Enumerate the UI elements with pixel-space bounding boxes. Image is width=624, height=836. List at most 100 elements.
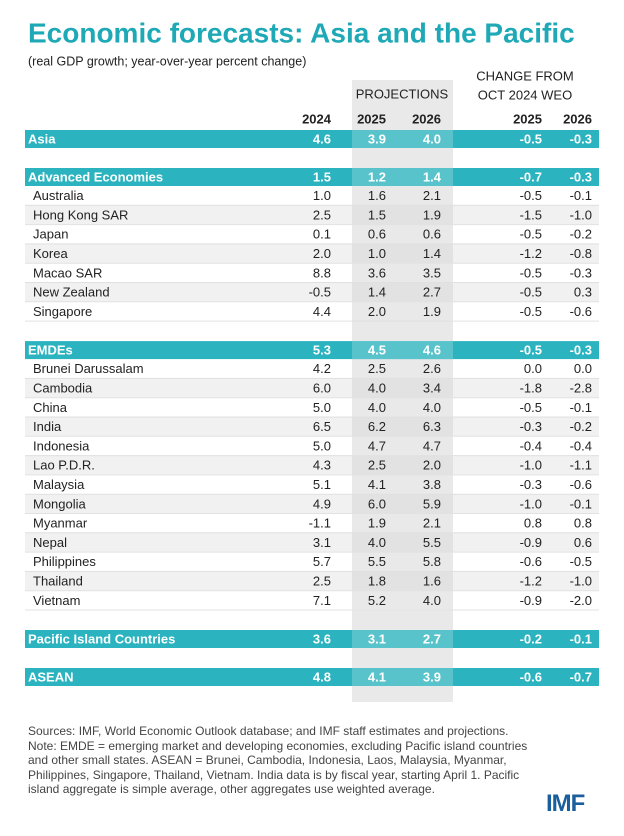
- row-value: 0.0: [524, 361, 542, 376]
- row-value: 0.8: [574, 516, 592, 531]
- row-value: 1.9: [368, 516, 386, 531]
- row-value: 1.4: [368, 285, 386, 300]
- projections-label: PROJECTIONS: [356, 86, 449, 101]
- row-label: Myanmar: [33, 516, 88, 531]
- group-value: 1.2: [368, 169, 386, 184]
- group-value: 4.5: [368, 343, 386, 358]
- row-value: 4.7: [423, 438, 441, 453]
- footnote: Sources: IMF, World Economic Outlook dat…: [28, 724, 528, 796]
- row-label: Mongolia: [33, 496, 87, 511]
- row-value: 4.9: [313, 496, 331, 511]
- group-value: -0.3: [570, 169, 592, 184]
- row-value: -0.3: [570, 265, 592, 280]
- row-value: 2.5: [368, 361, 386, 376]
- row-value: -0.5: [520, 265, 542, 280]
- row-value: -0.2: [570, 419, 592, 434]
- row-value: 0.0: [574, 361, 592, 376]
- row-value: -0.3: [520, 419, 542, 434]
- row-value: 4.0: [423, 400, 441, 415]
- group-value: -0.7: [570, 669, 592, 684]
- group-value: 3.1: [368, 631, 386, 646]
- row-value: -1.0: [520, 496, 542, 511]
- group-value: 1.5: [313, 169, 331, 184]
- group-value: -0.6: [520, 669, 542, 684]
- row-value: -0.1: [570, 188, 592, 203]
- group-value: 4.1: [368, 669, 386, 684]
- row-value: -0.2: [570, 227, 592, 242]
- row-value: 6.0: [313, 380, 331, 395]
- column-header: 2025: [513, 111, 542, 126]
- row-value: 1.9: [423, 207, 441, 222]
- row-value: -1.2: [520, 246, 542, 261]
- row-stripe: [25, 378, 599, 398]
- row-value: 0.6: [574, 535, 592, 550]
- row-value: 3.6: [368, 265, 386, 280]
- group-band: [25, 130, 599, 148]
- title: Economic forecasts: Asia and the Pacific: [28, 17, 575, 48]
- row-label: Thailand: [33, 573, 83, 588]
- subtitle: (real GDP growth; year-over-year percent…: [28, 54, 306, 68]
- row-value: 2.5: [368, 458, 386, 473]
- group-value: 3.9: [423, 669, 441, 684]
- row-value: 0.8: [524, 516, 542, 531]
- row-value: -1.0: [570, 207, 592, 222]
- row-value: -2.0: [570, 593, 592, 608]
- row-value: 4.4: [313, 304, 331, 319]
- row-value: -0.5: [520, 400, 542, 415]
- group-value: -0.3: [570, 343, 592, 358]
- group-band-shade: [352, 341, 453, 360]
- group-value: -0.1: [570, 631, 592, 646]
- group-value: -0.5: [520, 343, 542, 358]
- change-label: OCT 2024 WEO: [478, 87, 572, 102]
- row-stripe: [25, 455, 599, 475]
- row-value: -0.5: [309, 285, 331, 300]
- group-band: [25, 630, 599, 648]
- group-label: Pacific Island Countries: [28, 631, 175, 646]
- row-value: 4.7: [368, 438, 386, 453]
- group-band-shade: [352, 130, 453, 148]
- row-value: -0.5: [520, 304, 542, 319]
- group-value: 3.6: [313, 631, 331, 646]
- row-value: 4.3: [313, 458, 331, 473]
- group-band-shade: [352, 630, 453, 648]
- row-stripe: [25, 205, 599, 225]
- row-value: 5.5: [368, 554, 386, 569]
- group-label: Advanced Economies: [28, 169, 163, 184]
- row-value: 2.0: [313, 246, 331, 261]
- row-value: 0.3: [574, 285, 592, 300]
- row-value: -0.9: [520, 535, 542, 550]
- row-value: 5.0: [313, 400, 331, 415]
- column-header: 2026: [563, 111, 592, 126]
- group-value: -0.3: [570, 131, 592, 146]
- group-value: -0.5: [520, 131, 542, 146]
- group-value: 4.6: [313, 131, 331, 146]
- row-label: Australia: [33, 188, 84, 203]
- row-value: 3.1: [313, 535, 331, 550]
- row-value: 5.8: [423, 554, 441, 569]
- row-value: 6.2: [368, 419, 386, 434]
- row-stripe: [25, 494, 599, 514]
- group-value: 4.8: [313, 669, 331, 684]
- row-value: 4.1: [368, 477, 386, 492]
- row-value: 6.0: [368, 496, 386, 511]
- row-value: -0.5: [520, 227, 542, 242]
- row-label: Brunei Darussalam: [33, 361, 144, 376]
- row-value: -0.1: [570, 496, 592, 511]
- table-graphic: Economic forecasts: Asia and the Pacific…: [25, 17, 599, 702]
- group-band: [25, 168, 599, 186]
- row-value: 2.5: [313, 573, 331, 588]
- row-value: 4.0: [368, 380, 386, 395]
- group-value: 2.7: [423, 631, 441, 646]
- row-value: 1.6: [423, 573, 441, 588]
- row-label: Singapore: [33, 304, 92, 319]
- row-value: -0.6: [570, 304, 592, 319]
- row-value: 4.0: [423, 593, 441, 608]
- row-value: 6.5: [313, 419, 331, 434]
- row-value: 5.5: [423, 535, 441, 550]
- row-value: -1.0: [520, 458, 542, 473]
- row-value: 1.9: [423, 304, 441, 319]
- row-value: 4.0: [368, 535, 386, 550]
- row-label: Indonesia: [33, 438, 90, 453]
- logo: IMF: [546, 790, 585, 817]
